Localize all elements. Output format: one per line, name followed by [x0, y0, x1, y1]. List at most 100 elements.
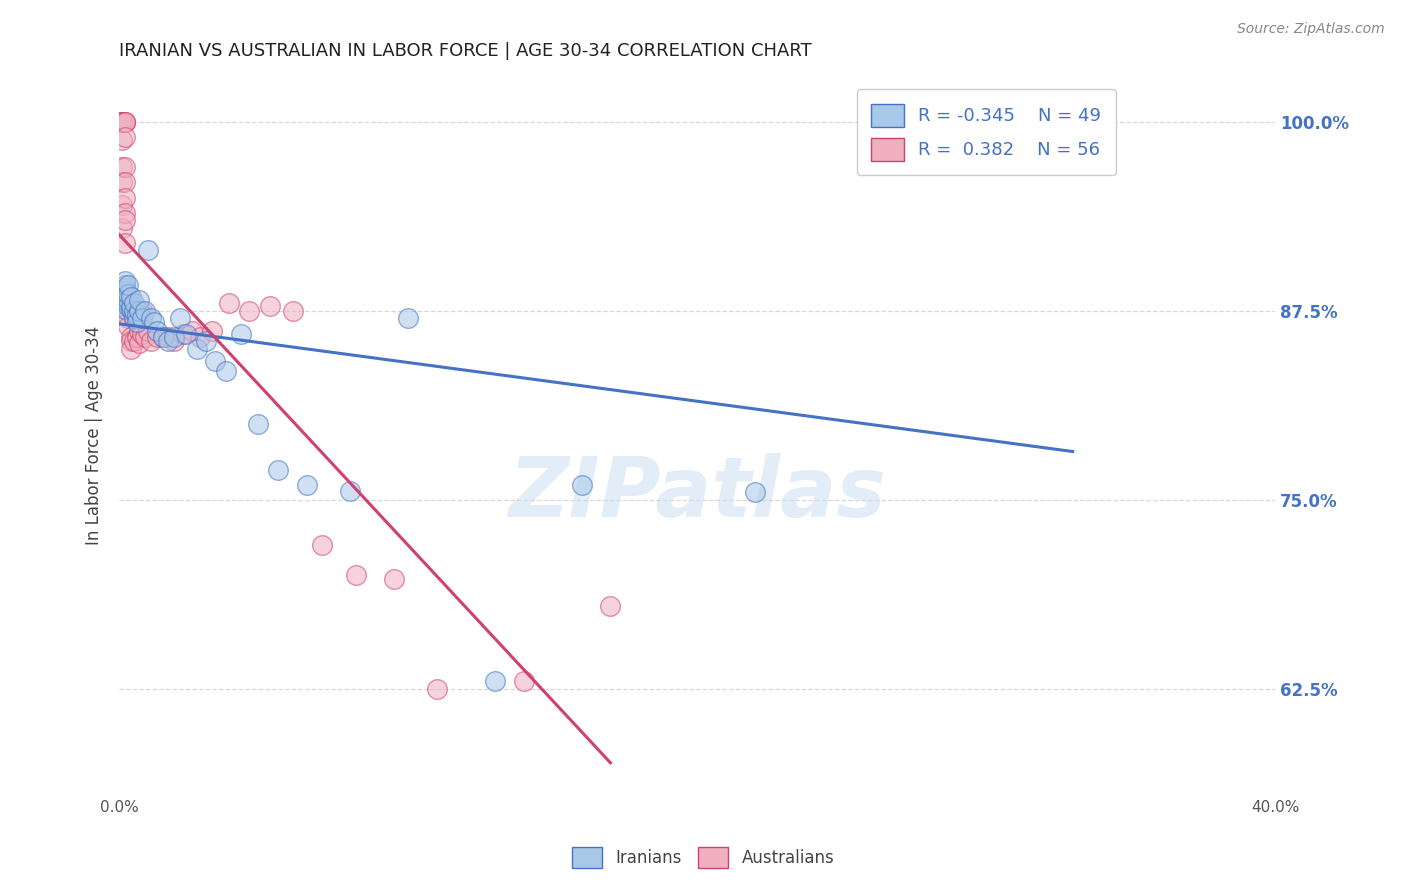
Point	[128, 324, 150, 338]
Point	[152, 329, 174, 343]
Point	[246, 417, 269, 432]
Point	[142, 314, 165, 328]
Point	[120, 290, 142, 304]
Point	[114, 274, 136, 288]
Point	[111, 299, 134, 313]
Point	[139, 334, 162, 348]
Point	[204, 353, 226, 368]
Point	[1004, 115, 1026, 129]
Point	[114, 235, 136, 250]
Point	[117, 296, 139, 310]
Point	[744, 485, 766, 500]
Point	[146, 324, 169, 338]
Point	[120, 334, 142, 348]
Point	[117, 293, 139, 308]
Point	[111, 176, 134, 190]
Point	[201, 324, 224, 338]
Point	[111, 133, 134, 147]
Point	[229, 326, 252, 341]
Point	[152, 329, 174, 343]
Point	[114, 287, 136, 301]
Legend: R = -0.345    N = 49, R =  0.382    N = 56: R = -0.345 N = 49, R = 0.382 N = 56	[856, 89, 1116, 176]
Point	[134, 329, 156, 343]
Point	[117, 287, 139, 301]
Point	[120, 299, 142, 313]
Point	[114, 290, 136, 304]
Point	[114, 205, 136, 219]
Point	[111, 115, 134, 129]
Point	[513, 674, 536, 689]
Point	[114, 115, 136, 129]
Point	[111, 115, 134, 129]
Point	[117, 278, 139, 293]
Point	[125, 309, 148, 323]
Point	[180, 324, 202, 338]
Point	[131, 304, 153, 318]
Point	[114, 285, 136, 299]
Point	[295, 477, 318, 491]
Point	[111, 115, 134, 129]
Point	[382, 572, 405, 586]
Point	[131, 311, 153, 326]
Point	[120, 342, 142, 356]
Point	[122, 296, 145, 310]
Point	[125, 329, 148, 343]
Point	[163, 334, 186, 348]
Text: ZIPatlas: ZIPatlas	[508, 452, 886, 533]
Point	[117, 299, 139, 313]
Point	[163, 329, 186, 343]
Point	[114, 213, 136, 227]
Point	[157, 334, 180, 348]
Point	[114, 293, 136, 308]
Point	[136, 324, 159, 338]
Point	[117, 319, 139, 334]
Point	[128, 335, 150, 350]
Point	[396, 311, 419, 326]
Point	[174, 326, 197, 341]
Point	[426, 681, 449, 696]
Point	[122, 311, 145, 326]
Point	[194, 334, 217, 348]
Point	[339, 483, 361, 498]
Text: IRANIAN VS AUSTRALIAN IN LABOR FORCE | AGE 30-34 CORRELATION CHART: IRANIAN VS AUSTRALIAN IN LABOR FORCE | A…	[120, 42, 813, 60]
Point	[571, 477, 593, 491]
Point	[111, 198, 134, 212]
Point	[344, 568, 367, 582]
Point	[111, 161, 134, 175]
Point	[117, 304, 139, 318]
Point	[114, 130, 136, 145]
Point	[131, 326, 153, 341]
Point	[122, 304, 145, 318]
Point	[111, 115, 134, 129]
Point	[117, 311, 139, 326]
Point	[281, 304, 304, 318]
Point	[218, 296, 240, 310]
Point	[238, 304, 260, 318]
Point	[120, 302, 142, 317]
Point	[114, 190, 136, 204]
Point	[599, 599, 621, 613]
Point	[484, 674, 506, 689]
Point	[136, 244, 159, 258]
Point	[111, 115, 134, 129]
Point	[111, 220, 134, 235]
Point	[114, 115, 136, 129]
Point	[267, 463, 290, 477]
Point	[157, 329, 180, 343]
Point	[128, 304, 150, 318]
Point	[139, 311, 162, 326]
Point	[128, 293, 150, 308]
Point	[114, 176, 136, 190]
Point	[125, 314, 148, 328]
Text: Source: ZipAtlas.com: Source: ZipAtlas.com	[1237, 22, 1385, 37]
Point	[120, 329, 142, 343]
Point	[111, 296, 134, 310]
Point	[311, 538, 333, 552]
Legend: Iranians, Australians: Iranians, Australians	[565, 840, 841, 875]
Point	[186, 342, 208, 356]
Point	[114, 302, 136, 317]
Point	[122, 311, 145, 326]
Point	[172, 326, 194, 341]
Point	[259, 299, 281, 313]
Point	[169, 311, 191, 326]
